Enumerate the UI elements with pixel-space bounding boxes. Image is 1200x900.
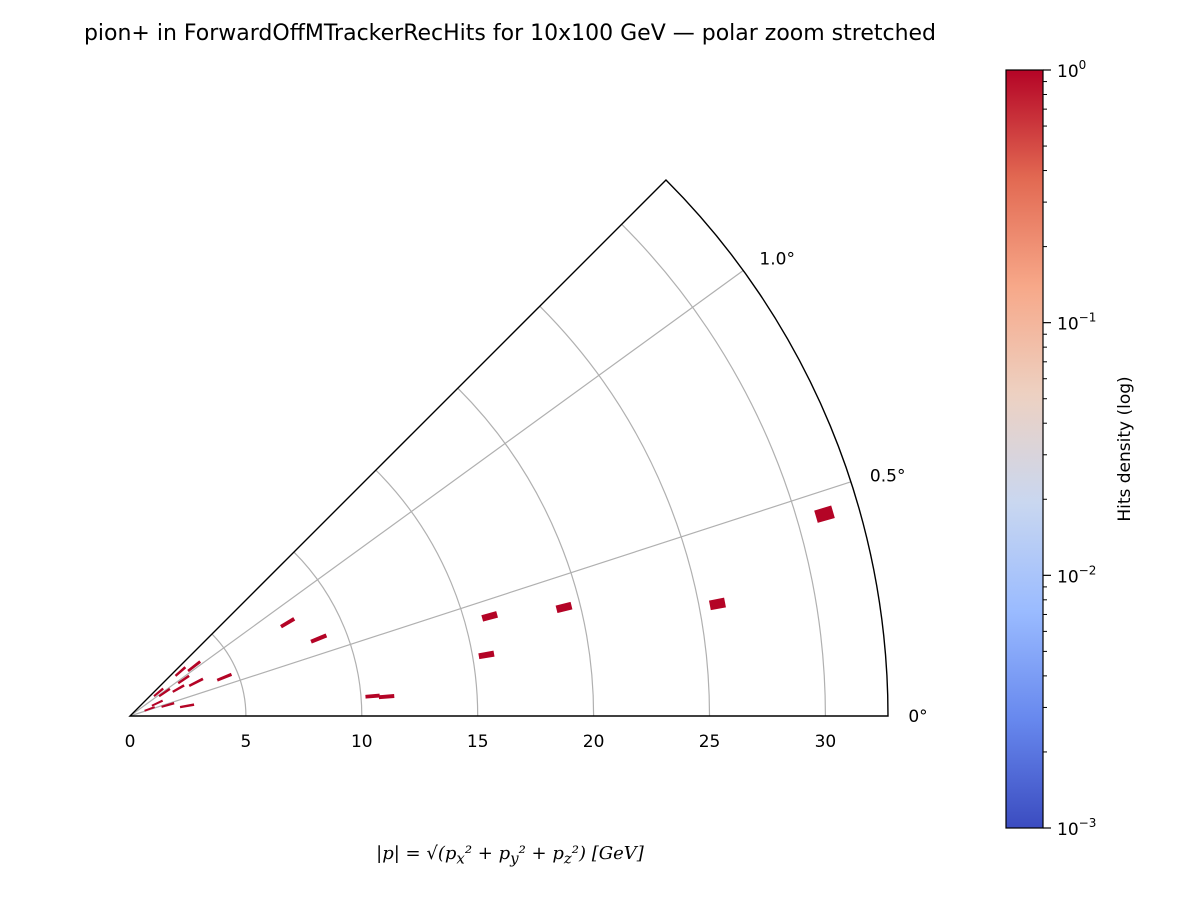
hit-cell: [188, 677, 204, 687]
colorbar-gradient: [1005, 69, 1044, 829]
radial-gridline: [211, 633, 247, 717]
hit-cell: [481, 611, 498, 622]
hit-cell: [158, 687, 171, 698]
angular-tick-label: 0°: [908, 707, 927, 727]
hit-cell: [365, 693, 380, 699]
chart-title: pion+ in ForwardOffMTrackerRecHits for 1…: [84, 21, 936, 46]
hit-cell: [172, 684, 185, 693]
hit-cell: [174, 666, 187, 677]
hit-cell: [187, 660, 202, 673]
colorbar-tick-label: 10−2: [1057, 563, 1096, 587]
radial-tick-label: 30: [815, 732, 837, 752]
angular-gridline: [129, 269, 744, 717]
colorbar-ticks: 100 10−1 10−2 10−3: [1043, 58, 1096, 840]
angular-tick-label: 1.0°: [759, 250, 795, 270]
angular-tick-label: 0.5°: [870, 467, 906, 487]
radial-axis-label-box: |p| = √(px² + py² + pz²) [GeV]: [376, 843, 644, 868]
hit-cell: [179, 703, 195, 709]
hit-cell: [555, 601, 573, 614]
hit-cell: [478, 650, 495, 660]
radial-tick-label: 5: [240, 732, 251, 752]
radial-tick-label: 0: [125, 732, 136, 752]
hit-cell: [177, 674, 190, 685]
hit-cell: [151, 699, 164, 707]
colorbar-tick-label: 100: [1057, 58, 1086, 82]
colorbar: 100 10−1 10−2 10−3 Hits density (log): [1005, 58, 1135, 840]
radial-tick-label: 10: [351, 732, 373, 752]
angular-gridline: [129, 481, 852, 717]
radial-tick-label: 15: [467, 732, 489, 752]
colorbar-label: Hits density (log): [1115, 376, 1135, 521]
radial-gridline: [539, 305, 711, 717]
hit-cell: [708, 597, 726, 611]
radial-gridline: [293, 551, 363, 717]
angular-tick-labels: 0° 0.5° 1.0°: [759, 250, 927, 727]
radial-gridline: [621, 223, 827, 717]
hit-cell: [216, 672, 233, 682]
hit-cells: [144, 505, 835, 712]
radial-axis-label: |p| = √(px² + py² + pz²) [GeV]: [376, 843, 644, 868]
hit-cell: [144, 706, 156, 712]
hit-cell: [310, 633, 328, 644]
hit-cell: [378, 694, 395, 700]
polar-frame: [128, 179, 889, 717]
radial-tick-label: 20: [583, 732, 605, 752]
sector-outline: [128, 179, 889, 717]
radial-gridline: [375, 469, 479, 717]
radial-tick-label: 25: [699, 732, 721, 752]
hit-cell: [280, 617, 296, 629]
hit-cell: [161, 702, 175, 708]
hit-cell: [153, 687, 164, 697]
radial-tick-labels: 0 5 10 15 20 25 30: [125, 732, 837, 752]
polar-grid: [129, 223, 852, 717]
colorbar-tick-label: 10−3: [1057, 816, 1096, 840]
radial-gridline: [457, 387, 595, 717]
hit-cell: [814, 505, 835, 523]
colorbar-tick-label: 10−1: [1057, 311, 1096, 335]
